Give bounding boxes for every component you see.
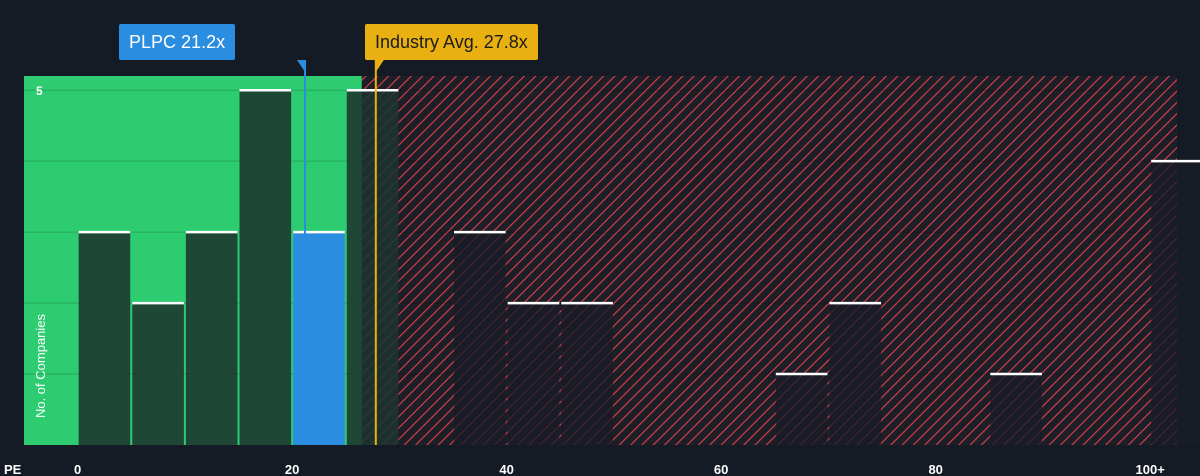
histogram-bar: [293, 232, 345, 445]
company-pe-value: 21.2x: [181, 32, 226, 52]
histogram-bar: [185, 232, 238, 445]
industry-avg-label: Industry Avg.: [375, 32, 479, 52]
histogram-bar: [454, 232, 506, 445]
histogram-bar: [507, 303, 560, 445]
x-tick-label: 100+: [1136, 462, 1166, 476]
x-tick-label: 80: [928, 462, 942, 476]
histogram-bar: [829, 303, 882, 445]
y-axis-label: No. of Companies: [33, 313, 48, 418]
industry-avg-callout: Industry Avg. 27.8x: [365, 24, 538, 60]
histogram-bar: [775, 374, 828, 445]
company-pe-callout: PLPC 21.2x: [119, 24, 236, 60]
x-tick-label: 20: [285, 462, 299, 476]
histogram-bar: [132, 303, 184, 445]
y-tick-label: 5: [36, 84, 43, 98]
histogram-bar: [346, 90, 399, 445]
histogram-bar: [239, 90, 292, 445]
industry-callout-pointer: [375, 60, 384, 72]
x-tick-label: 0: [74, 462, 81, 476]
x-tick-label: 40: [499, 462, 513, 476]
industry-avg-value: 27.8x: [483, 32, 528, 52]
histogram-bar: [78, 232, 131, 445]
histogram-bar: [561, 303, 613, 445]
histogram-bar: [1151, 161, 1200, 445]
company-callout-pointer: [297, 60, 306, 72]
x-tick-label: 60: [714, 462, 728, 476]
company-ticker: PLPC: [129, 32, 177, 52]
histogram-bar: [990, 374, 1042, 445]
x-axis-label: PE: [4, 462, 22, 476]
